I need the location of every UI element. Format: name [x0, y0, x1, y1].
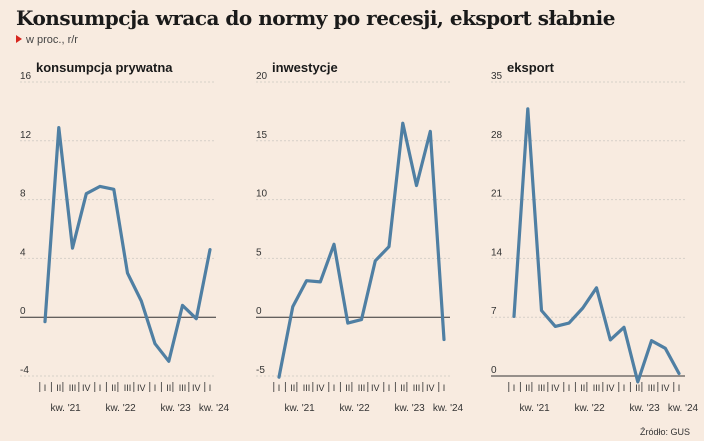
- y-tick-label: 5: [256, 247, 262, 258]
- y-tick-label: 7: [491, 306, 497, 317]
- x-year-label: kw. '21: [50, 403, 81, 414]
- y-tick-label: 14: [491, 247, 503, 258]
- x-year-label: kw. '21: [519, 403, 550, 414]
- series-line: [277, 121, 446, 379]
- x-quarter-label: III: [358, 383, 366, 393]
- y-tick-label: 16: [20, 71, 32, 82]
- x-quarter-label: I: [209, 383, 212, 393]
- y-tick-label: 15: [256, 130, 268, 141]
- x-quarter-label: IV: [316, 383, 325, 393]
- y-tick-label: 0: [20, 306, 26, 317]
- x-year-label: kw. '24: [433, 403, 464, 414]
- y-tick-label: 20: [256, 71, 268, 82]
- x-quarter-label: II: [166, 383, 171, 393]
- x-quarter-label: II: [635, 383, 640, 393]
- y-tick-label: 4: [20, 247, 26, 258]
- x-quarter-label: III: [179, 383, 187, 393]
- x-quarter-label: III: [124, 383, 132, 393]
- x-year-label: kw. '24: [199, 403, 230, 414]
- y-tick-label: 10: [256, 189, 268, 200]
- x-quarter-label: IV: [551, 383, 560, 393]
- x-quarter-label: II: [345, 383, 350, 393]
- x-quarter-label: I: [443, 383, 446, 393]
- y-tick-label: -5: [256, 365, 265, 376]
- x-year-label: kw. '23: [629, 403, 660, 414]
- x-quarter-label: IV: [606, 383, 615, 393]
- x-quarter-label: III: [303, 383, 311, 393]
- y-tick-label: 21: [491, 189, 503, 200]
- x-quarter-label: I: [513, 383, 516, 393]
- x-year-label: kw. '24: [668, 403, 699, 414]
- x-quarter-label: I: [154, 383, 157, 393]
- x-quarter-label: IV: [426, 383, 435, 393]
- source-note: Źródło: GUS: [639, 427, 690, 437]
- x-quarter-label: I: [568, 383, 571, 393]
- x-year-label: kw. '22: [105, 403, 136, 414]
- x-quarter-label: II: [56, 383, 61, 393]
- y-tick-label: 28: [491, 130, 503, 141]
- y-tick-label: -4: [20, 365, 29, 376]
- x-quarter-label: I: [678, 383, 681, 393]
- x-quarter-label: IV: [82, 383, 91, 393]
- x-quarter-label: II: [525, 383, 530, 393]
- x-quarter-label: I: [44, 383, 47, 393]
- x-quarter-label: III: [648, 383, 656, 393]
- x-quarter-label: I: [333, 383, 336, 393]
- x-quarter-label: IV: [137, 383, 146, 393]
- x-year-label: kw. '22: [339, 403, 370, 414]
- x-year-label: kw. '23: [394, 403, 425, 414]
- y-tick-label: 12: [20, 130, 32, 141]
- series-line: [512, 107, 681, 384]
- chart-subtitle: w proc., r/r: [16, 34, 78, 46]
- panel-title: konsumpcja prywatna: [36, 60, 173, 75]
- x-quarter-label: III: [413, 383, 421, 393]
- x-quarter-label: IV: [661, 383, 670, 393]
- x-quarter-label: II: [400, 383, 405, 393]
- panel-title: inwestycje: [272, 60, 338, 75]
- panel-title: eksport: [507, 60, 555, 75]
- x-quarter-label: III: [69, 383, 77, 393]
- x-quarter-label: II: [111, 383, 116, 393]
- x-quarter-label: II: [580, 383, 585, 393]
- y-tick-label: 8: [20, 189, 26, 200]
- x-quarter-label: I: [278, 383, 281, 393]
- x-quarter-label: I: [99, 383, 102, 393]
- red-triangle-icon: [16, 35, 22, 43]
- x-quarter-label: III: [593, 383, 601, 393]
- x-year-label: kw. '21: [284, 403, 315, 414]
- y-tick-label: 0: [491, 365, 497, 376]
- y-tick-label: 35: [491, 71, 503, 82]
- x-quarter-label: IV: [192, 383, 201, 393]
- x-year-label: kw. '23: [160, 403, 191, 414]
- x-quarter-label: IV: [371, 383, 380, 393]
- series-line: [43, 126, 212, 363]
- x-quarter-label: II: [290, 383, 295, 393]
- x-quarter-label: III: [538, 383, 546, 393]
- x-quarter-label: I: [623, 383, 626, 393]
- chart-title: Konsumpcja wraca do normy po recesji, ek…: [16, 6, 616, 30]
- x-quarter-label: I: [388, 383, 391, 393]
- x-year-label: kw. '22: [574, 403, 605, 414]
- subtitle-text: w proc., r/r: [26, 34, 78, 46]
- y-tick-label: 0: [256, 306, 262, 317]
